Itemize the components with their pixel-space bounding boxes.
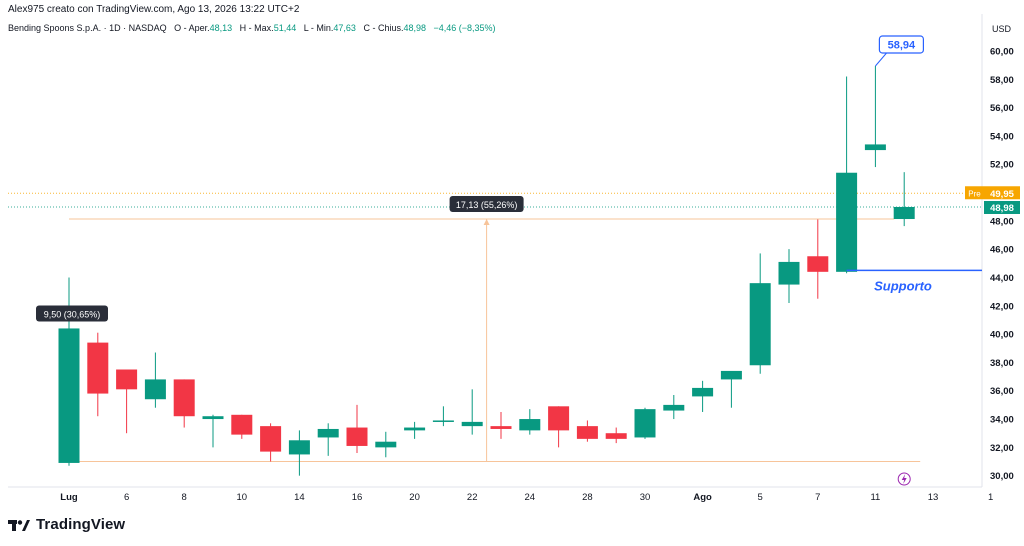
credit-line: Alex975 creato con TradingView.com, Ago … <box>8 4 300 15</box>
support-label: Supporto <box>874 278 932 293</box>
candle-body[interactable] <box>720 370 742 380</box>
peak-callout-box <box>878 35 925 54</box>
x-tick-label: 10 <box>237 492 248 503</box>
y-tick-label: 58,00 <box>990 75 1014 86</box>
pre-price-badge <box>984 186 1020 200</box>
pre-price-value: 49,95 <box>990 189 1014 200</box>
candle-body[interactable] <box>548 406 570 431</box>
range-large-badge <box>449 196 524 213</box>
peak-callout-text: 58,94 <box>888 40 916 52</box>
y-tick-label: 40,00 <box>990 330 1014 341</box>
candle-body[interactable] <box>144 379 166 400</box>
x-tick-label: Ago <box>693 492 712 503</box>
symbol-name: Bending Spoons S.p.A. · 1D · NASDAQ <box>8 23 167 33</box>
pre-tag <box>965 186 984 200</box>
high-label: H - Max. <box>239 23 274 33</box>
candle-body[interactable] <box>231 414 253 435</box>
y-tick-label: 44,00 <box>990 273 1014 284</box>
tradingview-logo-text: TradingView <box>36 516 126 533</box>
range-large-arrowhead <box>483 219 490 226</box>
candle-body[interactable] <box>202 416 224 420</box>
candle-body[interactable] <box>346 427 368 446</box>
x-tick-label: 24 <box>525 492 536 503</box>
x-tick-label: 13 <box>928 492 939 503</box>
x-tick-label: 30 <box>640 492 651 503</box>
tradingview-logo-icon <box>8 519 30 531</box>
candle-body[interactable] <box>404 427 426 431</box>
candle-body[interactable] <box>288 440 310 455</box>
y-tick-label: 32,00 <box>990 443 1014 454</box>
symbol-legend: Bending Spoons S.p.A. · 1D · NASDAQ O - … <box>8 23 496 33</box>
x-tick-label: 16 <box>352 492 363 503</box>
candle-body[interactable] <box>634 409 656 438</box>
y-tick-label: 42,00 <box>990 301 1014 312</box>
y-tick-label: 46,00 <box>990 245 1014 256</box>
candle-body[interactable] <box>836 172 858 272</box>
y-tick-label: 52,00 <box>990 160 1014 171</box>
range-small-label: 9,50 (30,65%) <box>44 309 101 319</box>
candle-body[interactable] <box>317 428 339 438</box>
candle-body[interactable] <box>576 426 598 439</box>
y-tick-label: 56,00 <box>990 103 1014 114</box>
candle-body[interactable] <box>116 369 138 390</box>
candle-body[interactable] <box>519 419 541 431</box>
candle-body[interactable] <box>605 433 627 439</box>
y-tick-label: 48,00 <box>990 216 1014 227</box>
x-tick-label: 6 <box>124 492 129 503</box>
low-label: L - Min. <box>303 23 334 33</box>
y-tick-label: 34,00 <box>990 415 1014 426</box>
candle-body[interactable] <box>461 421 483 427</box>
high-value: 51,44 <box>273 23 297 33</box>
candle-body[interactable] <box>87 342 109 394</box>
x-tick-label: 22 <box>467 492 478 503</box>
x-tick-label: 11 <box>870 492 880 503</box>
last-price-value: 48,98 <box>990 203 1014 214</box>
candle-body[interactable] <box>490 426 512 429</box>
candle-body[interactable] <box>432 420 454 422</box>
close-value: 48,98 <box>403 23 426 33</box>
candle-body[interactable] <box>692 387 714 397</box>
open-label: O - Aper. <box>174 23 210 33</box>
x-tick-label: Lug <box>60 492 78 503</box>
candle-body[interactable] <box>260 426 282 452</box>
x-tick-label: 20 <box>409 492 420 503</box>
candle-body[interactable] <box>864 144 886 151</box>
x-tick-label: 1 <box>988 492 993 503</box>
candle-body[interactable] <box>807 256 829 272</box>
candle-body[interactable] <box>749 283 771 366</box>
lightning-icon <box>901 474 907 484</box>
last-price-badge <box>984 200 1020 214</box>
x-tick-label: 8 <box>182 492 187 503</box>
candle-body[interactable] <box>375 441 397 448</box>
y-tick-label: 60,00 <box>990 46 1014 57</box>
y-tick-label: 54,00 <box>990 131 1014 142</box>
range-small-badge <box>36 305 108 322</box>
x-tick-label: 14 <box>294 492 305 503</box>
candle-body[interactable] <box>173 379 195 417</box>
y-tick-label: 30,00 <box>990 471 1014 482</box>
pre-tag-label: Pre <box>968 189 981 198</box>
candle-body[interactable] <box>893 206 915 220</box>
x-tick-label: 7 <box>815 492 820 503</box>
tradingview-logo[interactable]: TradingView <box>8 516 125 533</box>
change-value: −4,46 (−8,35%) <box>433 23 496 33</box>
y-tick-label: 38,00 <box>990 358 1014 369</box>
x-tick-label: 5 <box>758 492 763 503</box>
range-large-label: 17,13 (55,26%) <box>456 200 518 210</box>
x-tick-label: 28 <box>582 492 593 503</box>
candle-body[interactable] <box>58 328 80 463</box>
close-label: C - Chius. <box>363 23 404 33</box>
candle-body[interactable] <box>778 261 800 285</box>
currency-label: USD <box>992 24 1012 34</box>
candle-body[interactable] <box>663 404 685 411</box>
y-tick-label: 36,00 <box>990 386 1014 397</box>
peak-callout-line <box>875 51 888 67</box>
low-value: 47,63 <box>333 23 356 33</box>
open-value: 48,13 <box>209 23 233 33</box>
